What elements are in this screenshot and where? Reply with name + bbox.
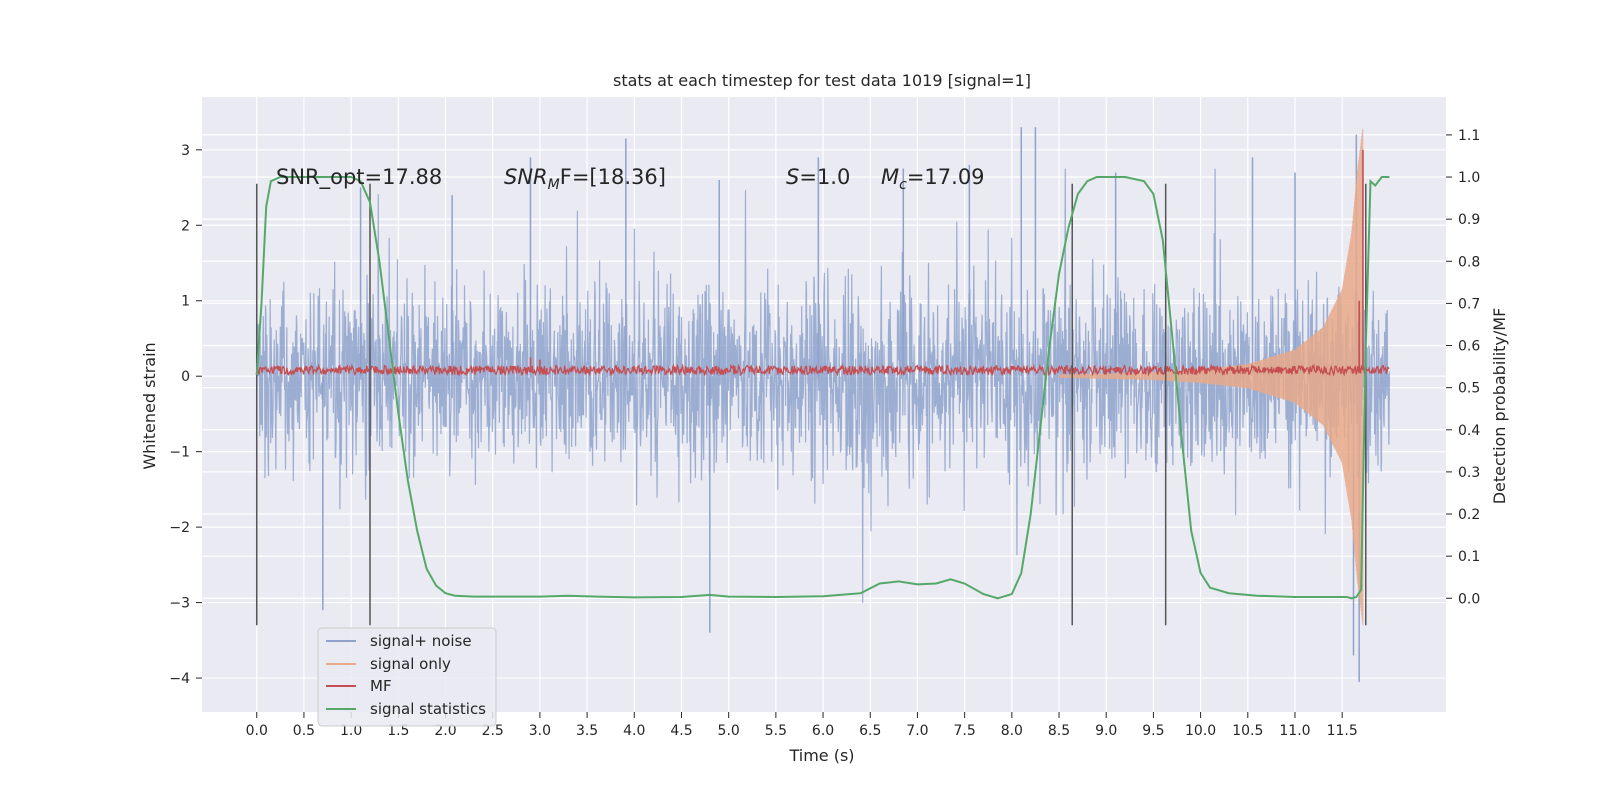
y2-tick-label: 0.2 (1458, 507, 1480, 523)
y-tick-label: −2 (169, 520, 190, 536)
x-tick-label: 6.5 (859, 723, 881, 739)
legend: signal+ noise signal only MF signal stat… (317, 627, 497, 727)
y2-tick-label: 0.8 (1458, 254, 1480, 270)
y-tick-label: −3 (169, 596, 190, 612)
y-tick-label: −1 (169, 445, 190, 461)
x-tick-label: 10.5 (1232, 723, 1263, 739)
marker-lines (255, 183, 1367, 626)
x-axis-label: Time (s) (788, 746, 854, 765)
x-tick-label: 11.5 (1327, 723, 1358, 739)
y2-tick-label: 0.9 (1458, 212, 1480, 228)
y-tick-label: 0 (181, 369, 190, 385)
y-tick-label: 3 (181, 143, 190, 159)
legend-label-signal-only: signal only (370, 655, 451, 673)
x-tick-label: 0.5 (293, 723, 315, 739)
y2-tick-label: 0.4 (1458, 423, 1480, 439)
signal-only-line (1058, 128, 1364, 626)
signal-statistics-trace (255, 176, 1390, 600)
x-tick-label: 1.5 (387, 723, 409, 739)
y2-tick-label: 1.0 (1458, 170, 1480, 186)
legend-label-signal-statistics: signal statistics (370, 700, 486, 718)
x-tick-label: 4.5 (670, 723, 692, 739)
y2-tick-label: 0.5 (1458, 381, 1480, 397)
y2-axis-label: Detection probability/MF (1490, 308, 1509, 505)
axis-ticks: 0.0 0.5 1.0 1.5 2.0 2.5 3.0 3.5 4.0 4.5 5.0 5.5 6.0 6… (169, 128, 1480, 739)
y2-tick-label: 1.1 (1458, 128, 1480, 144)
y2-tick-label: 0.3 (1458, 465, 1480, 481)
x-tick-label: 10.0 (1185, 723, 1216, 739)
legend-box (317, 627, 497, 727)
legend-label-mf: MF (370, 677, 392, 695)
y-axis-label: Whitened strain (140, 342, 159, 469)
x-tick-label: 1.0 (340, 723, 362, 739)
y2-tick-label: 0.7 (1458, 296, 1480, 312)
x-tick-label: 6.0 (812, 723, 834, 739)
y2-tick-label: 0.1 (1458, 549, 1480, 565)
x-tick-label: 7.5 (954, 723, 976, 739)
s-annotation: S=1.0 (786, 165, 850, 189)
mf-line (256, 363, 1390, 378)
x-tick-label: 5.0 (718, 723, 740, 739)
x-tick-label: 9.5 (1142, 723, 1164, 739)
y2-tick-label: 0.0 (1458, 591, 1480, 607)
x-tick-label: 2.5 (482, 723, 504, 739)
x-tick-label: 11.0 (1279, 723, 1310, 739)
noise-line (256, 168, 1390, 603)
x-tick-label: 5.5 (765, 723, 787, 739)
y-tick-label: −4 (169, 671, 190, 687)
snr-mf-annotation: SNRMF=[18.36] (504, 165, 666, 193)
mf-trace (256, 149, 1390, 378)
x-tick-label: 2.0 (434, 723, 456, 739)
x-tick-label: 8.5 (1048, 723, 1070, 739)
y-tick-label: 2 (181, 218, 190, 234)
x-tick-label: 3.5 (576, 723, 598, 739)
y-tick-label: 1 (181, 294, 190, 310)
x-tick-label: 7.0 (906, 723, 928, 739)
chart-title: stats at each timestep for test data 101… (613, 71, 1031, 90)
x-tick-label: 4.0 (623, 723, 645, 739)
x-tick-label: 8.0 (1001, 723, 1023, 739)
snr-opt-annotation: SNR_opt=17.88 (276, 165, 442, 190)
x-tick-label: 3.0 (529, 723, 551, 739)
x-tick-label: 0.0 (246, 723, 268, 739)
y2-tick-label: 0.6 (1458, 339, 1480, 355)
signal-statistics-line (255, 176, 1390, 600)
legend-label-signal-plus-noise: signal+ noise (370, 632, 472, 650)
mc-annotation: Mc=17.09 (881, 165, 985, 193)
x-tick-label: 9.0 (1095, 723, 1117, 739)
signal-only-trace (1058, 128, 1364, 626)
